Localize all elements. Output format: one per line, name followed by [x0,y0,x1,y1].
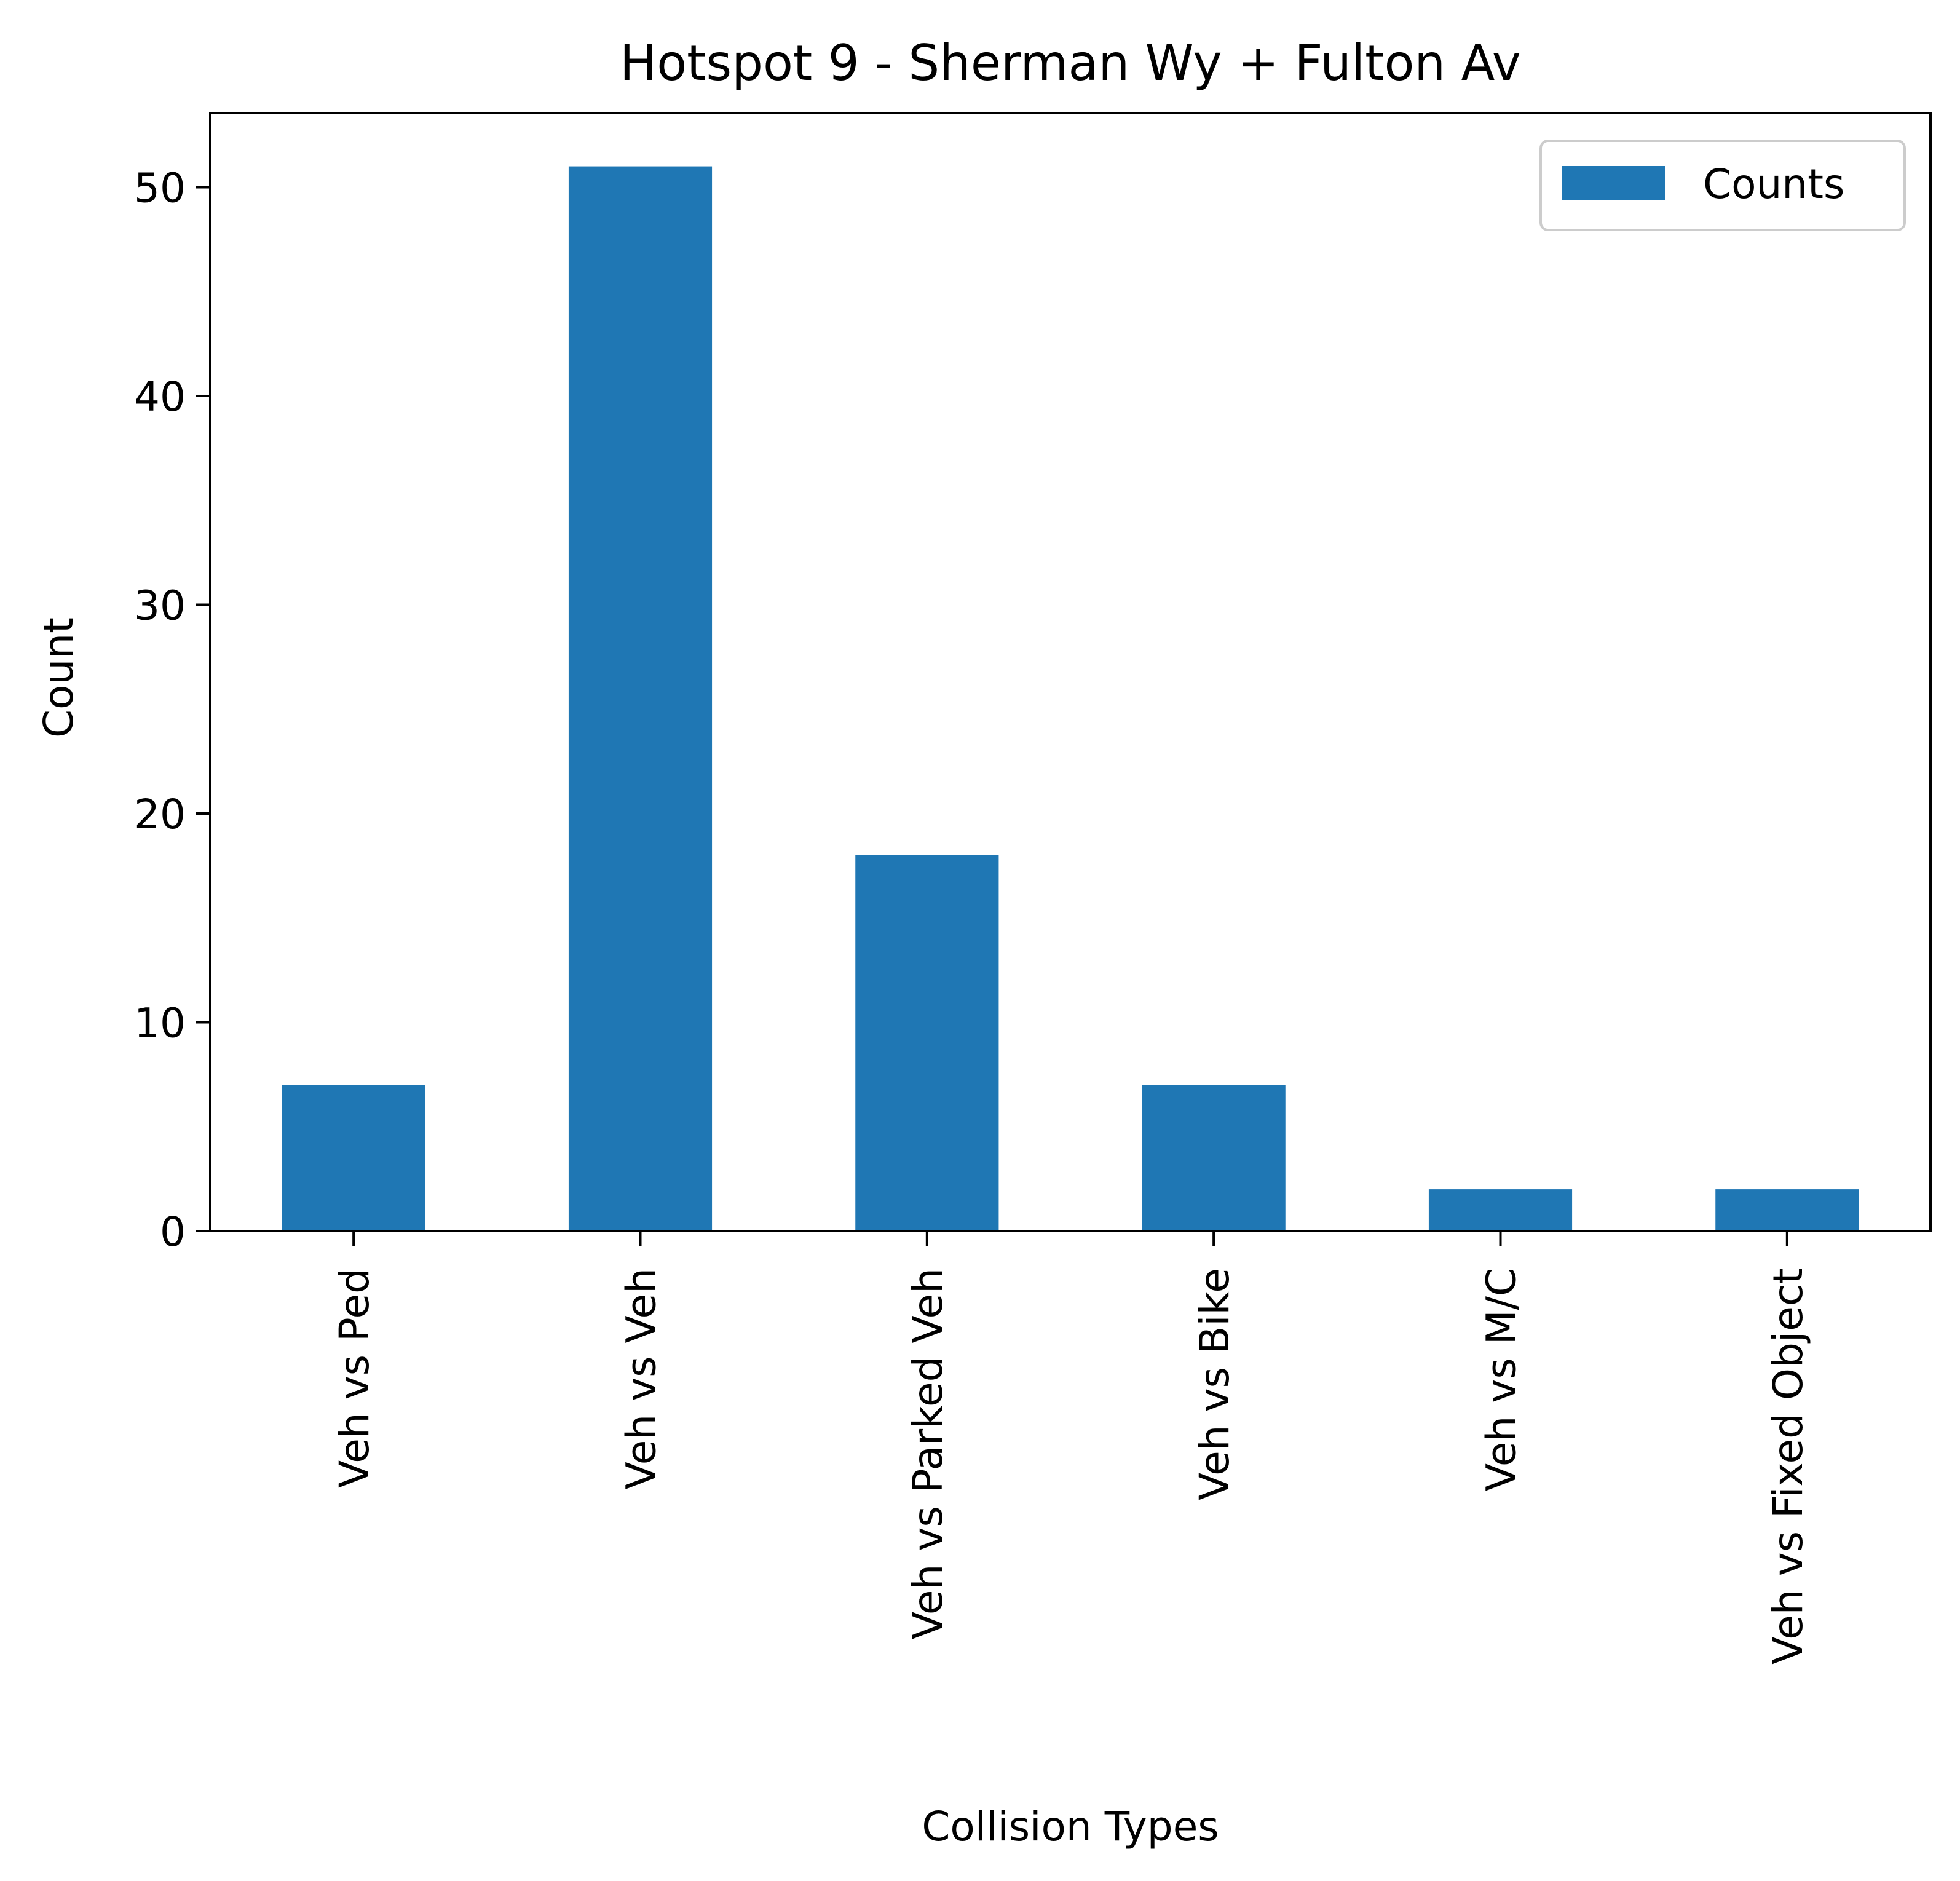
y-tick-label: 20 [134,791,186,838]
bar-1 [282,1085,425,1231]
bar-4 [1142,1085,1286,1231]
legend-label-counts: Counts [1703,160,1844,208]
legend-swatch-counts [1562,166,1665,200]
bar-3 [855,855,999,1231]
bar-6 [1715,1189,1859,1231]
x-tick-label: Veh vs Veh [618,1268,665,1489]
plot-frame [209,112,1932,1232]
plot-area [209,112,1932,1232]
chart-title: Hotspot 9 - Sherman Wy + Fulton Av [620,34,1521,92]
x-tick-label: Veh vs Fixed Object [1764,1268,1812,1665]
bars-layer [282,166,1859,1232]
y-tick-label: 50 [134,165,186,212]
x-axis-title: Collision Types [922,1803,1219,1850]
legend: Counts [1539,140,1906,231]
y-tick-label: 10 [134,1000,186,1047]
y-tick-label: 0 [160,1208,186,1256]
y-tick-label: 40 [134,373,186,421]
y-tick-label: 30 [134,582,186,630]
x-axis: Veh vs Ped Veh vs Veh Veh vs Parked Veh Veh… [331,1231,1812,1665]
legend-box [1539,140,1906,231]
plot-background [210,113,1930,1231]
x-tick-label: Veh vs Bike [1191,1268,1238,1500]
y-axis: 0 10 20 30 40 50 [134,165,210,1256]
x-tick-label: Veh vs M/C [1478,1268,1525,1491]
y-axis-title: Count [35,617,82,738]
bar-2 [568,166,713,1232]
x-tick-label: Veh vs Ped [331,1268,378,1488]
x-tick-label: Veh vs Parked Veh [904,1268,952,1639]
bar-5 [1428,1189,1573,1231]
